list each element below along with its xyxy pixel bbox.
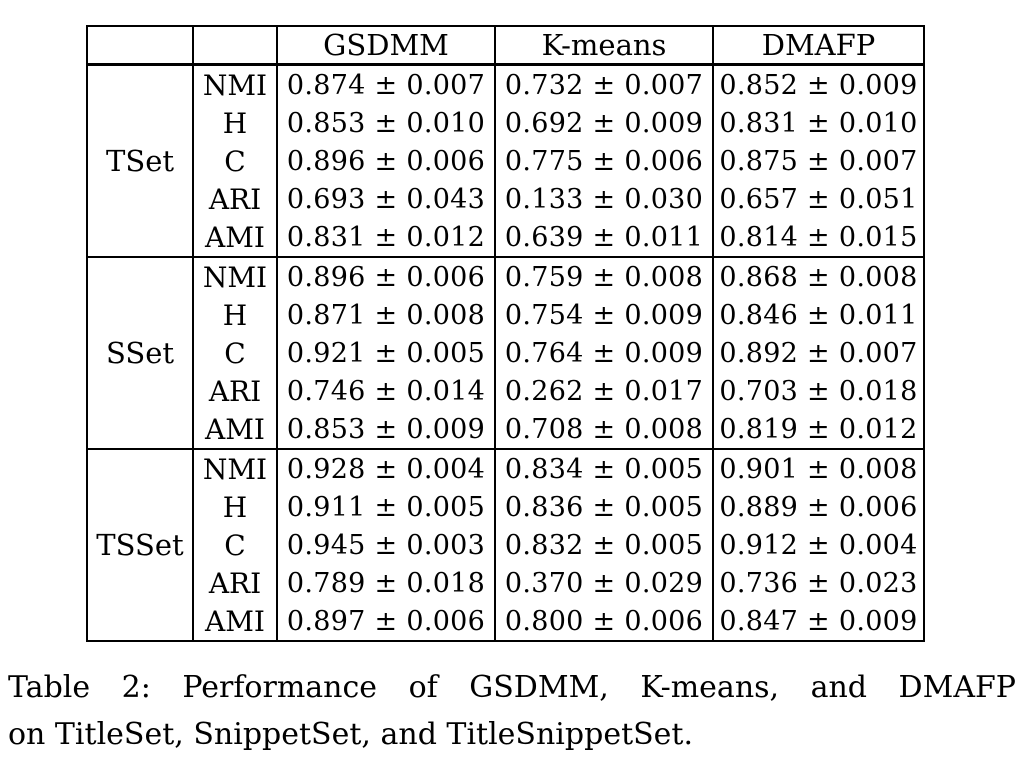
value-cell-dmafp: 0.657 ± 0.051 bbox=[712, 180, 925, 218]
corner-cell-metric bbox=[192, 26, 278, 66]
value-cell-kmeans: 0.832 ± 0.005 bbox=[494, 526, 714, 564]
metric-label: C bbox=[192, 334, 278, 372]
table-row: H 0.911 ± 0.005 0.836 ± 0.005 0.889 ± 0.… bbox=[87, 488, 925, 526]
metric-label: NMI bbox=[192, 256, 278, 296]
value-cell-dmafp: 0.875 ± 0.007 bbox=[712, 142, 925, 180]
value-cell-kmeans: 0.759 ± 0.008 bbox=[494, 256, 714, 296]
metric-label: H bbox=[192, 296, 278, 334]
table-row: AMI 0.831 ± 0.012 0.639 ± 0.011 0.814 ± … bbox=[87, 218, 925, 257]
value-cell-gsdmm: 0.921 ± 0.005 bbox=[276, 334, 496, 372]
value-cell-gsdmm: 0.831 ± 0.012 bbox=[276, 218, 496, 257]
value-cell-gsdmm: 0.928 ± 0.004 bbox=[276, 448, 496, 488]
value-cell-dmafp: 0.831 ± 0.010 bbox=[712, 104, 925, 142]
value-cell-kmeans: 0.775 ± 0.006 bbox=[494, 142, 714, 180]
value-cell-dmafp: 0.912 ± 0.004 bbox=[712, 526, 925, 564]
value-cell-kmeans: 0.732 ± 0.007 bbox=[494, 63, 714, 104]
table-caption-line1: Table 2: Performance of GSDMM, K-means, … bbox=[8, 670, 1016, 705]
results-table: GSDMM K-means DMAFP TSet NMI 0.874 ± 0.0… bbox=[86, 25, 925, 642]
value-cell-gsdmm: 0.746 ± 0.014 bbox=[276, 372, 496, 410]
value-cell-gsdmm: 0.871 ± 0.008 bbox=[276, 296, 496, 334]
table-row: TSSet NMI 0.928 ± 0.004 0.834 ± 0.005 0.… bbox=[86, 448, 925, 641]
metric-label: AMI bbox=[192, 410, 278, 449]
row-group-label-tsset: TSSet bbox=[86, 448, 194, 641]
metric-label: H bbox=[192, 104, 278, 142]
value-cell-gsdmm: 0.911 ± 0.005 bbox=[276, 488, 496, 526]
metric-label: NMI bbox=[192, 63, 278, 104]
value-cell-kmeans: 0.708 ± 0.008 bbox=[494, 410, 714, 449]
value-cell-dmafp: 0.703 ± 0.018 bbox=[712, 372, 925, 410]
table-row: C 0.945 ± 0.003 0.832 ± 0.005 0.912 ± 0.… bbox=[87, 526, 925, 564]
value-cell-kmeans: 0.754 ± 0.009 bbox=[494, 296, 714, 334]
table-row: AMI 0.897 ± 0.006 0.800 ± 0.006 0.847 ± … bbox=[87, 602, 925, 641]
value-cell-dmafp: 0.819 ± 0.012 bbox=[712, 410, 925, 449]
value-cell-kmeans: 0.133 ± 0.030 bbox=[494, 180, 714, 218]
results-table-container: GSDMM K-means DMAFP TSet NMI 0.874 ± 0.0… bbox=[86, 25, 925, 642]
column-header-gsdmm: GSDMM bbox=[276, 26, 496, 66]
value-cell-dmafp: 0.852 ± 0.009 bbox=[712, 63, 925, 104]
table-row: ARI 0.693 ± 0.043 0.133 ± 0.030 0.657 ± … bbox=[87, 180, 925, 218]
value-cell-gsdmm: 0.853 ± 0.009 bbox=[276, 410, 496, 449]
table-row: TSet NMI 0.874 ± 0.007 0.732 ± 0.007 0.8… bbox=[86, 63, 925, 257]
metric-label: C bbox=[192, 142, 278, 180]
value-cell-kmeans: 0.834 ± 0.005 bbox=[494, 448, 714, 488]
value-cell-dmafp: 0.846 ± 0.011 bbox=[712, 296, 925, 334]
value-cell-gsdmm: 0.789 ± 0.018 bbox=[276, 564, 496, 602]
value-cell-kmeans: 0.262 ± 0.017 bbox=[494, 372, 714, 410]
value-cell-dmafp: 0.814 ± 0.015 bbox=[712, 218, 925, 257]
row-group-label-tset: TSet bbox=[86, 63, 194, 257]
value-cell-dmafp: 0.901 ± 0.008 bbox=[712, 448, 925, 488]
value-cell-dmafp: 0.892 ± 0.007 bbox=[712, 334, 925, 372]
metric-label: ARI bbox=[192, 372, 278, 410]
metric-label: H bbox=[192, 488, 278, 526]
value-cell-kmeans: 0.639 ± 0.011 bbox=[494, 218, 714, 257]
value-cell-gsdmm: 0.945 ± 0.003 bbox=[276, 526, 496, 564]
table-caption: Table 2: Performance of GSDMM, K-means, … bbox=[8, 664, 1016, 758]
value-cell-dmafp: 0.868 ± 0.008 bbox=[712, 256, 925, 296]
value-cell-dmafp: 0.736 ± 0.023 bbox=[712, 564, 925, 602]
value-cell-dmafp: 0.889 ± 0.006 bbox=[712, 488, 925, 526]
table-row: AMI 0.853 ± 0.009 0.708 ± 0.008 0.819 ± … bbox=[87, 410, 925, 449]
table-caption-line2: on TitleSet, SnippetSet, and TitleSnippe… bbox=[8, 717, 694, 752]
row-group-label-sset: SSet bbox=[86, 256, 194, 449]
value-cell-gsdmm: 0.874 ± 0.007 bbox=[276, 63, 496, 104]
metric-label: ARI bbox=[192, 180, 278, 218]
value-cell-gsdmm: 0.693 ± 0.043 bbox=[276, 180, 496, 218]
value-cell-kmeans: 0.836 ± 0.005 bbox=[494, 488, 714, 526]
header-row: GSDMM K-means DMAFP bbox=[86, 26, 925, 66]
table-row: ARI 0.789 ± 0.018 0.370 ± 0.029 0.736 ± … bbox=[87, 564, 925, 602]
column-header-kmeans: K-means bbox=[494, 26, 714, 66]
table-row: ARI 0.746 ± 0.014 0.262 ± 0.017 0.703 ± … bbox=[87, 372, 925, 410]
value-cell-kmeans: 0.370 ± 0.029 bbox=[494, 564, 714, 602]
table-row: C 0.896 ± 0.006 0.775 ± 0.006 0.875 ± 0.… bbox=[87, 142, 925, 180]
value-cell-kmeans: 0.764 ± 0.009 bbox=[494, 334, 714, 372]
table-row: SSet NMI 0.896 ± 0.006 0.759 ± 0.008 0.8… bbox=[86, 256, 925, 449]
table-row: C 0.921 ± 0.005 0.764 ± 0.009 0.892 ± 0.… bbox=[87, 334, 925, 372]
table-row: H 0.871 ± 0.008 0.754 ± 0.009 0.846 ± 0.… bbox=[87, 296, 925, 334]
table-row: H 0.853 ± 0.010 0.692 ± 0.009 0.831 ± 0.… bbox=[87, 104, 925, 142]
metric-label: ARI bbox=[192, 564, 278, 602]
metric-label: NMI bbox=[192, 448, 278, 488]
value-cell-gsdmm: 0.896 ± 0.006 bbox=[276, 256, 496, 296]
value-cell-kmeans: 0.692 ± 0.009 bbox=[494, 104, 714, 142]
value-cell-dmafp: 0.847 ± 0.009 bbox=[712, 602, 925, 641]
value-cell-gsdmm: 0.853 ± 0.010 bbox=[276, 104, 496, 142]
metric-label: AMI bbox=[192, 602, 278, 641]
value-cell-gsdmm: 0.897 ± 0.006 bbox=[276, 602, 496, 641]
corner-cell-dataset bbox=[86, 26, 194, 66]
column-header-dmafp: DMAFP bbox=[712, 26, 925, 66]
metric-label: AMI bbox=[192, 218, 278, 257]
value-cell-kmeans: 0.800 ± 0.006 bbox=[494, 602, 714, 641]
value-cell-gsdmm: 0.896 ± 0.006 bbox=[276, 142, 496, 180]
metric-label: C bbox=[192, 526, 278, 564]
